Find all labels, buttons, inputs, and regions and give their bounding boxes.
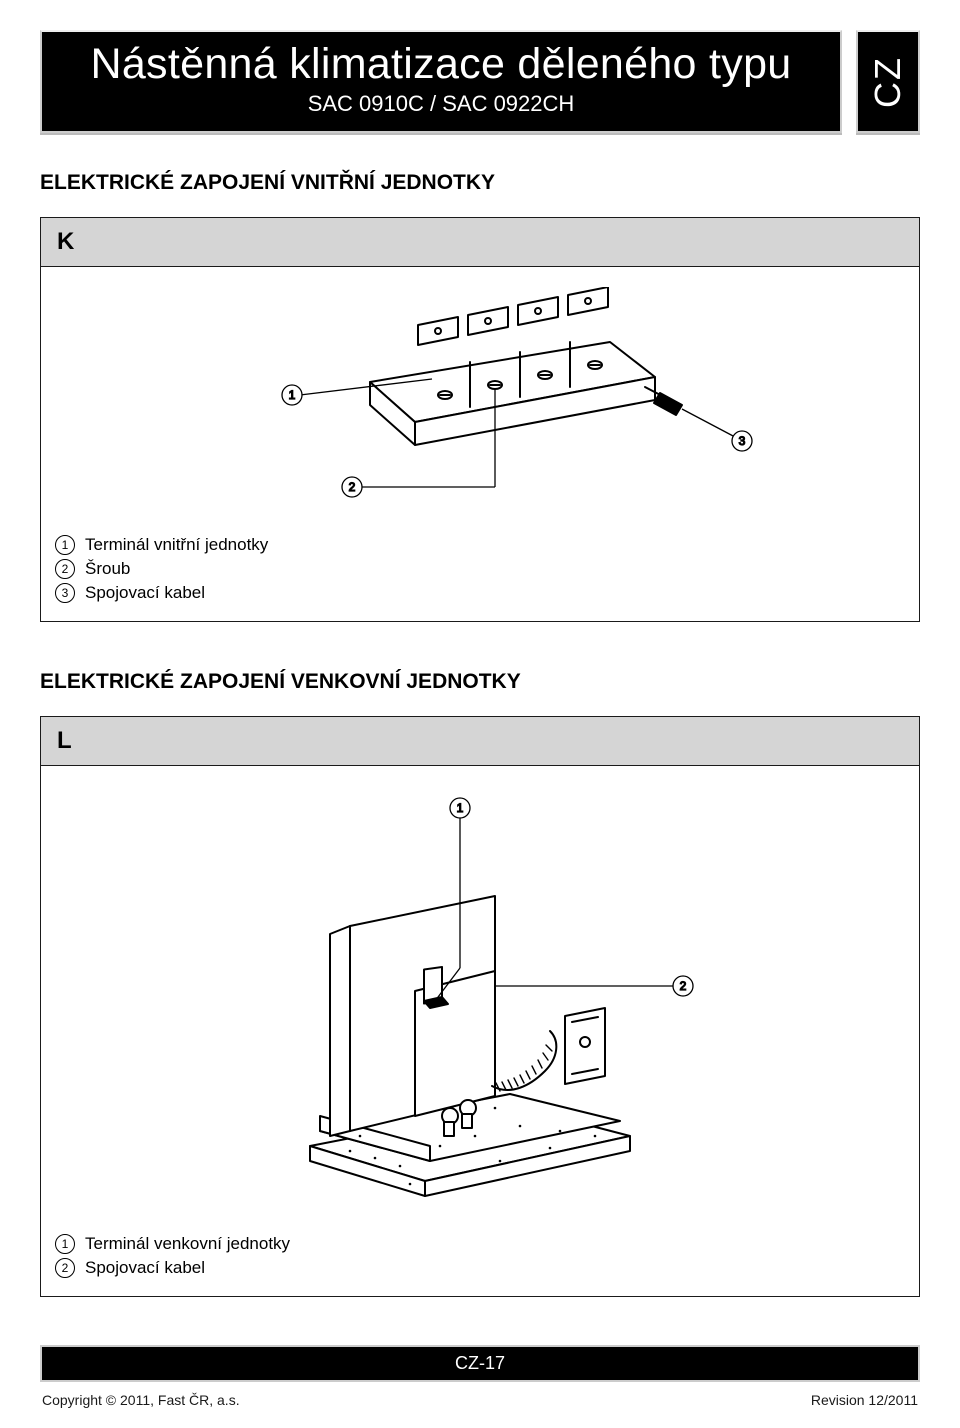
figure-k-label: K [41,218,919,267]
footer-copyright: Copyright © 2011, Fast ČR, a.s. [42,1392,240,1408]
legend-text: Spojovací kabel [85,1258,205,1278]
section-l: ELEKTRICKÉ ZAPOJENÍ VENKOVNÍ JEDNOTKY L [40,670,920,1297]
figure-k-illustration: 1 2 3 [200,287,760,507]
banner-langcode: CZ [856,30,920,133]
callout-3: 3 [739,434,746,448]
legend-row: 3 Spojovací kabel [55,583,905,603]
legend-text: Šroub [85,559,130,579]
banner-main: Nástěnná klimatizace děleného typu SAC 0… [40,30,842,133]
callout-1: 1 [289,388,296,402]
figure-l-legend: 1 Terminál venkovní jednotky 2 Spojovací… [41,1222,919,1296]
section-k-heading: ELEKTRICKÉ ZAPOJENÍ VNITŘNÍ JEDNOTKY [40,171,920,195]
figure-l-label: L [41,717,919,766]
page-number-bar: CZ-17 [40,1345,920,1382]
banner-title: Nástěnná klimatizace děleného typu [52,40,830,89]
legend-row: 1 Terminál vnitřní jednotky [55,535,905,555]
footer-revision: Revision 12/2011 [811,1392,918,1408]
footer-meta: Copyright © 2011, Fast ČR, a.s. Revision… [40,1382,920,1408]
legend-num: 1 [55,1234,75,1254]
legend-row: 2 Spojovací kabel [55,1258,905,1278]
legend-num: 2 [55,559,75,579]
figure-l-illustration: 1 2 [200,786,760,1206]
legend-num: 3 [55,583,75,603]
banner-langcode-text: CZ [867,56,909,108]
section-l-heading: ELEKTRICKÉ ZAPOJENÍ VENKOVNÍ JEDNOTKY [40,670,920,694]
legend-row: 1 Terminál venkovní jednotky [55,1234,905,1254]
banner-subtitle: SAC 0910C / SAC 0922CH [52,91,830,117]
figure-k-legend: 1 Terminál vnitřní jednotky 2 Šroub 3 Sp… [41,523,919,621]
callout-1: 1 [457,801,464,815]
legend-num: 1 [55,535,75,555]
figure-l-box: L [40,716,920,1297]
title-banner: Nástěnná klimatizace děleného typu SAC 0… [40,30,920,133]
figure-k-body: 1 2 3 [41,267,919,523]
legend-text: Terminál vnitřní jednotky [85,535,268,555]
figure-k-box: K [40,217,920,622]
page-footer: CZ-17 Copyright © 2011, Fast ČR, a.s. Re… [40,1345,920,1408]
section-k: ELEKTRICKÉ ZAPOJENÍ VNITŘNÍ JEDNOTKY K [40,171,920,622]
legend-text: Spojovací kabel [85,583,205,603]
legend-text: Terminál venkovní jednotky [85,1234,290,1254]
callout-2: 2 [680,979,687,993]
legend-num: 2 [55,1258,75,1278]
legend-row: 2 Šroub [55,559,905,579]
callout-2: 2 [349,480,356,494]
page: Nástěnná klimatizace děleného typu SAC 0… [0,0,960,1428]
figure-l-body: 1 2 [41,766,919,1222]
